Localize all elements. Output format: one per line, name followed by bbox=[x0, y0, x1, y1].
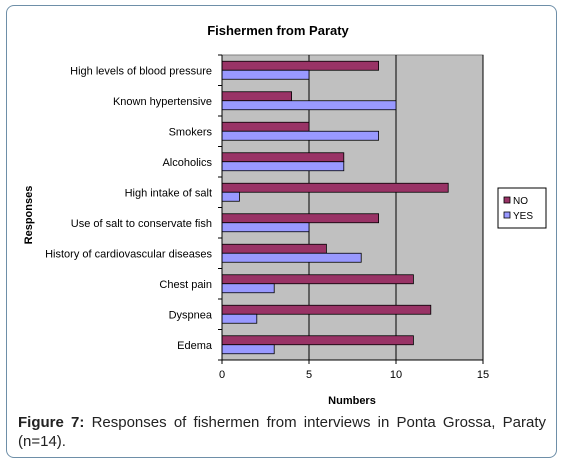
x-axis-title: Numbers bbox=[328, 395, 376, 407]
bar-no bbox=[221, 335, 414, 346]
bar-yes bbox=[221, 130, 380, 141]
bar-yes bbox=[221, 313, 258, 324]
legend: NO YES bbox=[497, 187, 547, 229]
bar-yes bbox=[221, 283, 275, 294]
category-label: Dyspnea bbox=[169, 309, 213, 321]
x-tick-label: 10 bbox=[390, 369, 402, 381]
category-label: Smokers bbox=[169, 126, 213, 138]
x-tick-label: 15 bbox=[477, 369, 489, 381]
x-tick-label: 0 bbox=[219, 369, 225, 381]
category-label: High intake of salt bbox=[125, 187, 212, 199]
category-label: Use of salt to conservate fish bbox=[71, 218, 212, 230]
bar-yes bbox=[221, 191, 240, 202]
caption-label: Figure 7: bbox=[18, 414, 85, 431]
legend-label-no: NO bbox=[513, 196, 528, 207]
y-axis-title: Responses bbox=[23, 186, 35, 245]
bar-no bbox=[221, 152, 345, 163]
category-label: Chest pain bbox=[159, 279, 212, 291]
bar-yes bbox=[221, 344, 275, 355]
chart-title: Fishermen from Paraty bbox=[207, 23, 349, 38]
bar-yes bbox=[221, 222, 310, 233]
category-label: Known hypertensive bbox=[113, 96, 212, 108]
bar-no bbox=[221, 243, 327, 254]
bar-no bbox=[221, 121, 310, 132]
category-label: Alcoholics bbox=[162, 157, 212, 169]
legend-swatch-yes bbox=[503, 211, 511, 219]
legend-swatch-no bbox=[503, 196, 511, 204]
category-label: History of cardiovascular diseases bbox=[45, 248, 212, 260]
category-label: High levels of blood pressure bbox=[70, 65, 212, 77]
bar-no bbox=[221, 304, 432, 315]
bar-no bbox=[221, 182, 449, 193]
bar-no bbox=[221, 91, 292, 102]
bar-yes bbox=[221, 161, 345, 172]
x-tick-label: 5 bbox=[306, 369, 312, 381]
bar-chart: Fishermen from Paraty High levels of blo… bbox=[23, 23, 547, 407]
bar-yes bbox=[221, 69, 310, 80]
figure-caption: Figure 7: Responses of fishermen from in… bbox=[18, 413, 546, 451]
bar-no bbox=[221, 274, 414, 285]
legend-box bbox=[497, 187, 547, 229]
plot-area: High levels of blood pressure Known hyper… bbox=[45, 54, 489, 381]
legend-label-yes: YES bbox=[513, 211, 533, 222]
bar-yes bbox=[221, 100, 397, 111]
bar-yes bbox=[221, 252, 362, 263]
bar-no bbox=[221, 213, 380, 224]
caption-text: Responses of fishermen from interviews i… bbox=[18, 414, 546, 450]
bar-no bbox=[221, 60, 380, 71]
category-label: Edema bbox=[177, 340, 213, 352]
